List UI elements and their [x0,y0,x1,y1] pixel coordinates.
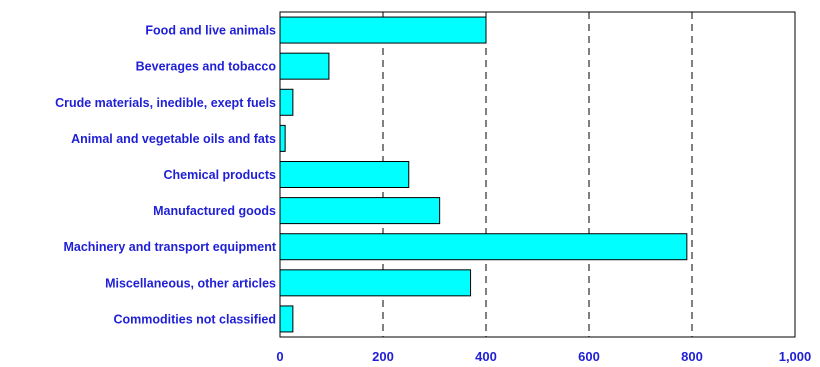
category-label: Chemical products [163,168,276,182]
category-label: Beverages and tobacco [136,60,277,74]
x-tick-label: 1,000 [779,349,812,364]
category-label: Commodities not classified [113,312,276,326]
x-tick-label: 800 [681,349,703,364]
plot-frame [279,11,796,338]
category-labels: Food and live animals Beverages and tobac… [55,24,277,327]
category-label: Food and live animals [145,24,276,38]
category-label: Machinery and transport equipment [63,240,276,254]
x-tick-label: 200 [372,349,394,364]
bars [279,16,688,333]
bar [279,161,410,188]
bar [279,269,472,297]
category-label: Animal and vegetable oils and fats [71,132,276,146]
category-label: Crude materials, inedible, exept fuels [55,96,276,110]
x-tick-label: 600 [578,349,600,364]
category-label: Manufactured goods [153,204,276,218]
bar [279,16,487,44]
x-tick-label: 0 [276,349,283,364]
x-tick-labels: 0 200 400 600 800 1,000 [276,349,811,364]
bar [279,88,294,116]
category-label: Miscellaneous, other articles [105,276,276,290]
bar [279,124,286,152]
bar [279,52,330,80]
bar [279,305,294,333]
bar [279,197,441,225]
bar [279,233,688,261]
x-tick-label: 400 [475,349,497,364]
